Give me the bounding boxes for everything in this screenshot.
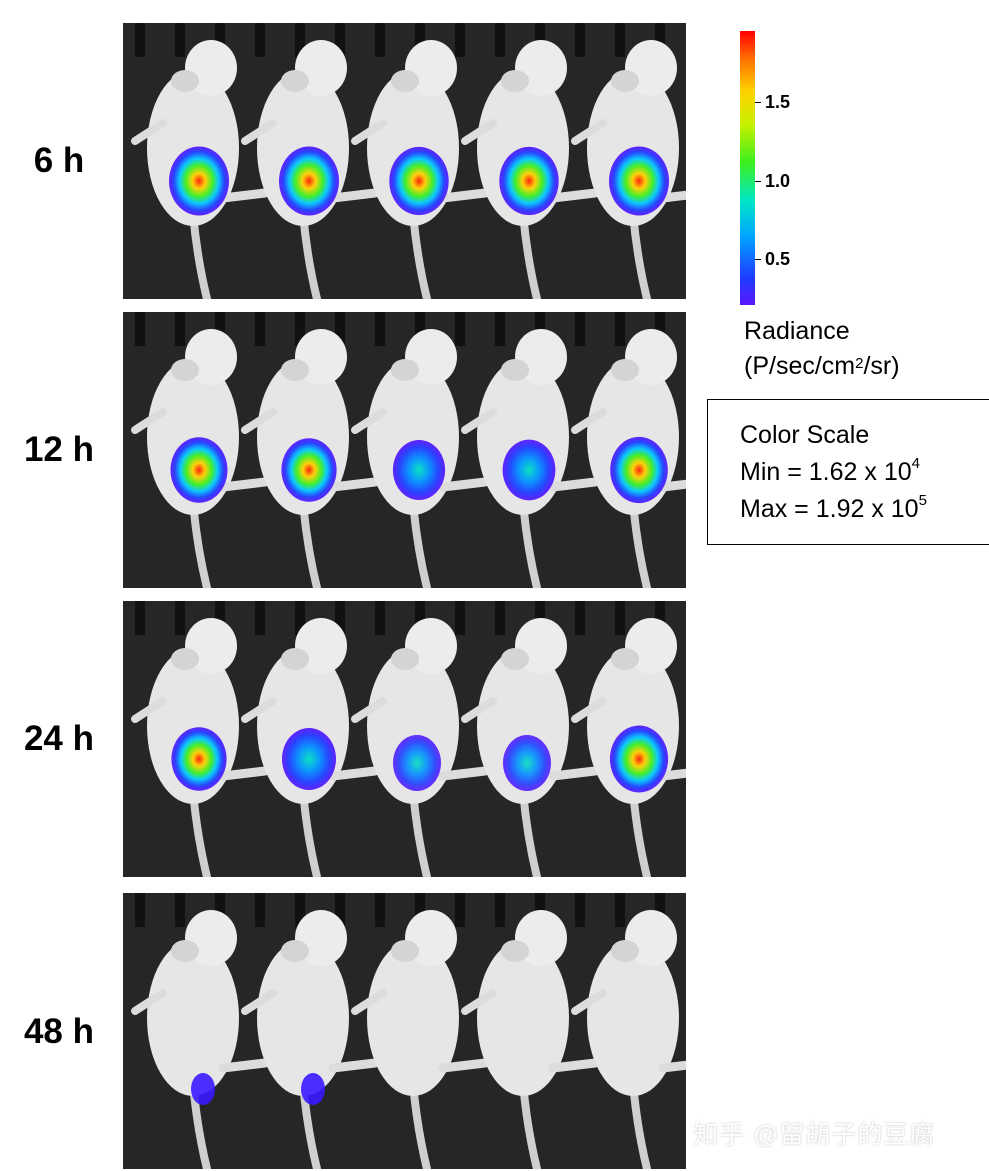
radiance-colorbar: 1.5 1.0 0.5 [739, 31, 859, 307]
time-label-24h: 24 h [23, 719, 95, 758]
mouse [351, 618, 490, 877]
colorbar-tick [755, 259, 761, 260]
mouse [351, 329, 490, 588]
imaging-panel-24h [123, 601, 686, 877]
mouse [461, 910, 600, 1169]
colorbar-tick [755, 102, 761, 103]
mouse [351, 910, 490, 1169]
imaging-panel-48h [123, 893, 686, 1169]
time-label-48h: 48 h [23, 1012, 95, 1051]
mouse [241, 910, 380, 1169]
watermark: 知乎 @留胡子的豆腐 [693, 1121, 936, 1149]
mouse [461, 40, 600, 299]
colorbar-tick-label: 1.0 [765, 171, 791, 191]
mouse [131, 329, 270, 588]
mouse [571, 618, 686, 877]
mouse [241, 40, 380, 299]
colorbar-tick-label: 1.5 [765, 92, 791, 112]
mouse [131, 40, 270, 299]
imaging-panel-6h [123, 23, 686, 299]
radiance-label: Radiance (P/sec/cm2/sr) [744, 314, 900, 384]
colorbar-tick [755, 181, 761, 182]
mouse [571, 910, 686, 1169]
mouse [131, 618, 270, 877]
radiance-title: Radiance [744, 317, 850, 345]
mouse [461, 329, 600, 588]
colorbar-gradient [740, 31, 755, 305]
mouse [571, 329, 686, 588]
mouse [241, 618, 380, 877]
color-scale-box: Color Scale Min = 1.62 x 104 Max = 1.92 … [707, 399, 989, 545]
mouse [461, 618, 600, 877]
time-label-6h: 6 h [33, 141, 85, 180]
imaging-panel-12h [123, 312, 686, 588]
mouse [351, 40, 490, 299]
radiance-unit: (P/sec/cm2/sr) [744, 352, 900, 380]
mouse [571, 40, 686, 299]
time-label-12h: 12 h [23, 430, 95, 469]
mouse [241, 329, 380, 588]
colorbar-tick-label: 0.5 [765, 249, 791, 269]
color-scale-max: Max = 1.92 x 105 [740, 492, 927, 523]
mouse [131, 910, 270, 1169]
color-scale-title: Color Scale [740, 421, 870, 449]
color-scale-min: Min = 1.62 x 104 [740, 455, 920, 486]
